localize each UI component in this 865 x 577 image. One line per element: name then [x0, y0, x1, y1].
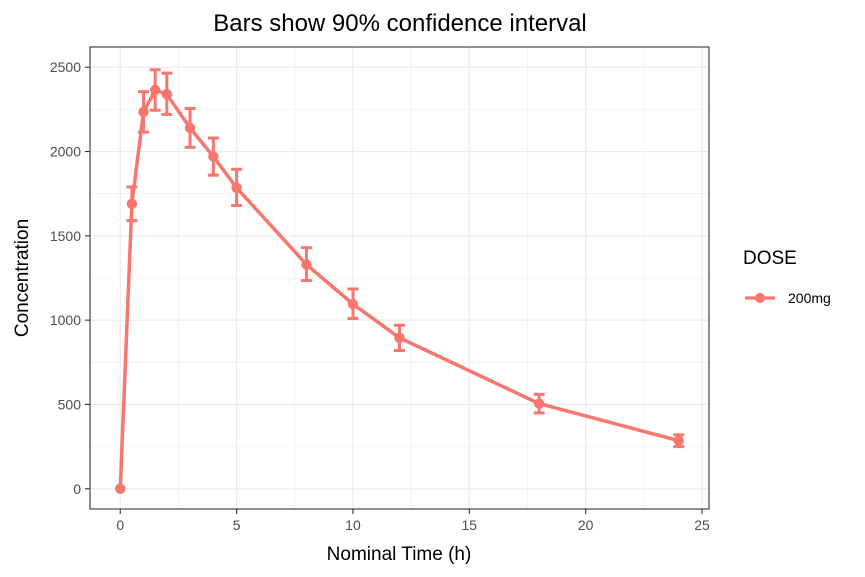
y-tick-label: 500 [58, 396, 82, 412]
x-tick-label: 25 [694, 517, 710, 533]
series-layer [115, 68, 685, 494]
y-tick-label: 1500 [50, 228, 81, 244]
data-point [673, 435, 684, 446]
grid-minor [90, 47, 709, 509]
y-tick-label: 1000 [50, 312, 81, 328]
series-line [118, 88, 680, 489]
y-tick-label: 0 [73, 481, 81, 497]
y-tick-label: 2500 [50, 59, 81, 75]
data-point [301, 259, 312, 270]
data-point [126, 198, 138, 210]
data-point [149, 84, 161, 96]
data-point [208, 151, 219, 162]
data-point [394, 332, 405, 344]
x-tick-label: 15 [462, 517, 478, 533]
x-tick-label: 5 [233, 517, 241, 533]
data-point [184, 122, 196, 134]
legend-key-point [755, 293, 765, 303]
data-point [161, 89, 172, 100]
data-point [231, 182, 242, 193]
legend-label: 200mg [788, 290, 831, 306]
x-axis-title: Nominal Time (h) [327, 544, 472, 565]
panel-border [89, 46, 710, 510]
grid-major [90, 47, 709, 509]
y-tick-label: 2000 [50, 144, 81, 160]
data-point [138, 106, 149, 118]
y-axis-title: Concentration [12, 219, 33, 337]
y-axis: 0 500 1000 1500 2000 2500 [50, 59, 90, 497]
x-tick-label: 10 [345, 517, 361, 533]
x-tick-label: 0 [116, 517, 124, 533]
data-point [115, 483, 126, 494]
data-point [533, 398, 545, 409]
x-axis: 0 5 10 15 20 25 [116, 509, 710, 533]
x-tick-label: 20 [578, 517, 594, 533]
data-point [347, 298, 359, 310]
legend: DOSE 200mg [743, 248, 831, 306]
legend-title: DOSE [743, 248, 797, 269]
chart-title: Bars show 90% confidence interval [213, 10, 587, 37]
